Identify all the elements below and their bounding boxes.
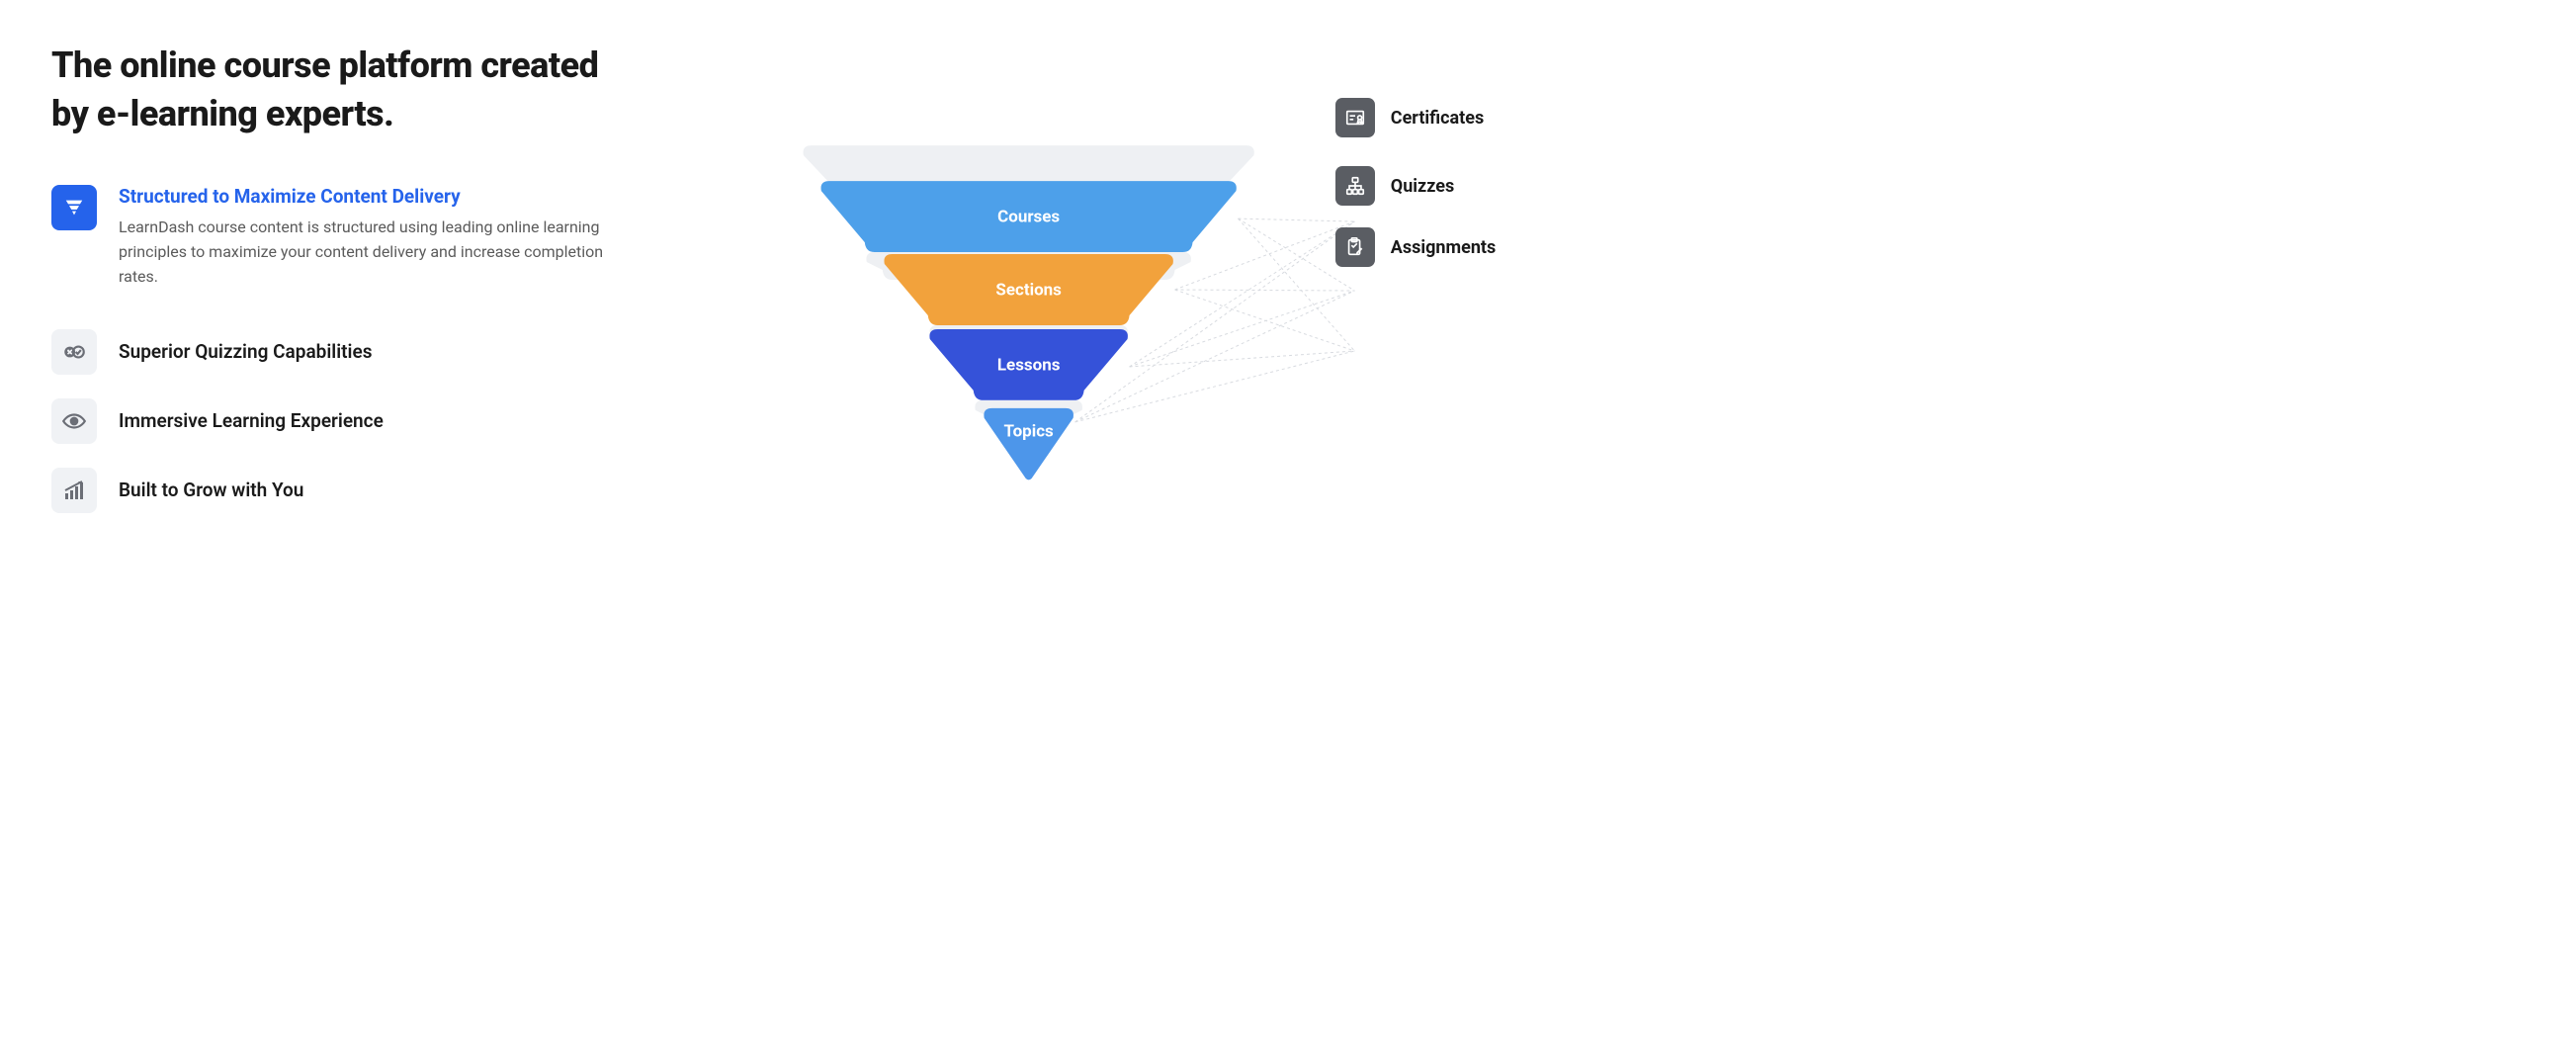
sitemap-icon	[1335, 166, 1375, 206]
growth-chart-icon	[51, 468, 97, 513]
feature-title: Structured to Maximize Content Delivery	[119, 185, 644, 208]
feature-grow[interactable]: Built to Grow with You	[51, 468, 644, 513]
side-label: Quizzes	[1391, 176, 1454, 197]
feature-title: Built to Grow with You	[119, 479, 303, 501]
funnel-icon	[51, 185, 97, 230]
quiz-check-icon	[51, 329, 97, 375]
feature-immersive[interactable]: Immersive Learning Experience	[51, 398, 644, 444]
side-label: Certificates	[1391, 108, 1484, 129]
side-item-quizzes: Quizzes	[1335, 166, 1454, 206]
feature-structured[interactable]: Structured to Maximize Content Delivery …	[51, 185, 644, 289]
funnel-svg: Courses Sections Lessons Topics	[663, 0, 1542, 627]
eye-icon	[51, 398, 97, 444]
funnel-label: Sections	[995, 281, 1062, 301]
feature-title: Superior Quizzing Capabilities	[119, 340, 372, 363]
funnel-label: Courses	[997, 208, 1060, 227]
clipboard-edit-icon	[1335, 227, 1375, 267]
funnel-diagram: Courses Sections Lessons Topics Certificate…	[663, 0, 1542, 627]
funnel-layer	[984, 408, 1073, 479]
side-item-certificates: Certificates	[1335, 98, 1484, 137]
side-label: Assignments	[1391, 237, 1496, 258]
side-item-assignments: Assignments	[1335, 227, 1496, 267]
feature-title: Immersive Learning Experience	[119, 409, 384, 432]
page-heading: The online course platform created by e-…	[51, 42, 644, 137]
feature-desc: LearnDash course content is structured u…	[119, 216, 633, 289]
certificate-icon	[1335, 98, 1375, 137]
content-left: The online course platform created by e-…	[0, 0, 663, 627]
feature-quizzing[interactable]: Superior Quizzing Capabilities	[51, 329, 644, 375]
funnel-label: Topics	[1003, 421, 1054, 441]
funnel-label: Lessons	[997, 355, 1061, 375]
